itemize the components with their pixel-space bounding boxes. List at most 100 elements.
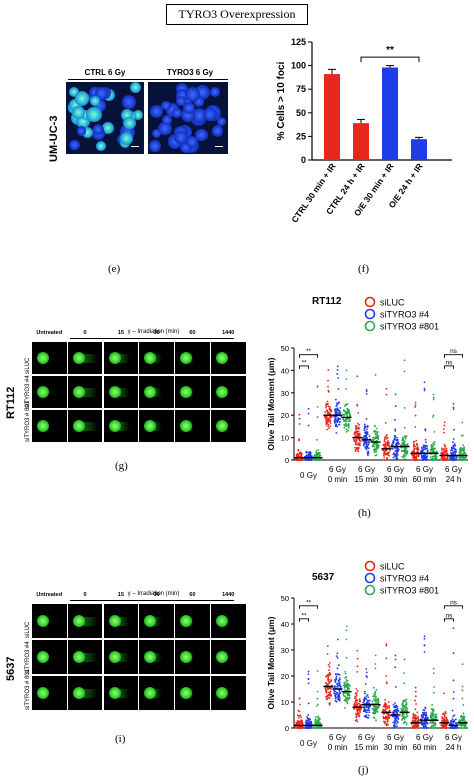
y-tick-label: 0 — [301, 155, 306, 165]
comet-head — [144, 651, 157, 663]
data-point — [329, 690, 332, 693]
data-point — [441, 451, 443, 454]
data-point — [394, 658, 397, 661]
data-point — [374, 424, 376, 427]
data-point — [374, 693, 377, 696]
data-point — [365, 417, 368, 420]
data-point — [426, 716, 429, 719]
data-point — [328, 674, 331, 677]
data-point — [441, 458, 444, 461]
data-point — [397, 715, 400, 718]
data-point — [337, 419, 340, 422]
data-point — [308, 459, 310, 461]
data-point — [394, 654, 397, 657]
data-point — [345, 625, 348, 628]
data-point — [343, 405, 346, 408]
x-tick-label: 6 Gy — [445, 733, 462, 742]
data-point — [402, 450, 405, 453]
data-point — [365, 436, 368, 438]
y-axis-label: % Cells > 10 foci — [276, 61, 287, 140]
data-point — [393, 452, 396, 454]
data-point — [343, 681, 346, 684]
data-point — [432, 710, 434, 713]
data-point — [345, 413, 348, 416]
data-point — [338, 421, 341, 424]
data-point — [376, 434, 379, 436]
data-point — [356, 720, 359, 723]
data-point — [329, 406, 331, 409]
data-point — [358, 434, 361, 437]
data-point — [450, 720, 452, 723]
data-point — [421, 449, 423, 452]
data-point — [328, 662, 331, 664]
panel-h: RT112 siLUC siTYRO3 #4 siTYRO3 #801 0 10 20 30… — [250, 290, 474, 530]
data-point — [356, 435, 359, 437]
data-point — [347, 426, 350, 429]
bar — [411, 139, 427, 160]
data-point — [373, 709, 375, 712]
data-point — [426, 455, 429, 458]
data-point — [424, 438, 427, 441]
data-point — [396, 709, 399, 712]
data-point — [452, 679, 455, 682]
data-point — [372, 439, 375, 442]
data-point — [423, 709, 426, 712]
data-point — [385, 437, 388, 440]
data-point — [424, 457, 427, 460]
sig-bracket-right-inner — [443, 365, 454, 369]
data-point — [315, 453, 318, 456]
data-point — [396, 449, 399, 452]
y-tick-label: 30 — [281, 646, 289, 655]
data-point — [446, 719, 449, 722]
data-point — [426, 447, 429, 450]
data-point — [391, 447, 394, 450]
data-point — [385, 643, 388, 645]
data-point — [424, 429, 427, 432]
nucleus — [176, 95, 187, 106]
data-point — [434, 455, 437, 458]
data-point — [363, 715, 366, 718]
data-point — [344, 676, 347, 679]
comet-image — [175, 376, 210, 408]
data-point — [324, 415, 326, 418]
data-point — [384, 709, 386, 712]
micrograph-ctrl — [66, 82, 144, 154]
data-point — [395, 717, 398, 720]
data-point — [388, 454, 390, 457]
data-point — [441, 449, 443, 451]
data-point — [313, 455, 316, 457]
data-point — [334, 679, 336, 681]
data-point — [318, 459, 321, 461]
data-point — [461, 697, 464, 700]
data-point — [366, 444, 368, 447]
data-point — [442, 428, 445, 430]
data-point — [383, 438, 386, 441]
data-point — [333, 421, 336, 424]
data-point — [375, 454, 378, 456]
data-point — [375, 436, 377, 439]
data-point — [325, 417, 328, 420]
data-point — [425, 714, 428, 717]
data-point — [462, 718, 465, 721]
data-point — [343, 410, 345, 412]
data-point — [298, 697, 301, 700]
data-point — [354, 435, 357, 437]
data-point — [404, 437, 407, 440]
data-point — [375, 688, 378, 691]
data-point — [431, 718, 434, 720]
data-point — [317, 703, 320, 706]
data-point — [327, 664, 330, 666]
data-point — [355, 448, 357, 451]
panel-i-group-label: γ – Irradiation (min) — [127, 591, 180, 597]
data-point — [355, 439, 358, 442]
data-point — [325, 402, 328, 405]
nucleus — [210, 87, 220, 97]
data-point — [384, 443, 387, 445]
data-point — [326, 419, 329, 422]
data-point — [397, 441, 399, 444]
comet-tail — [79, 387, 98, 397]
data-point — [355, 699, 358, 702]
data-point — [326, 409, 328, 412]
data-point — [314, 721, 317, 724]
data-point — [403, 426, 406, 429]
